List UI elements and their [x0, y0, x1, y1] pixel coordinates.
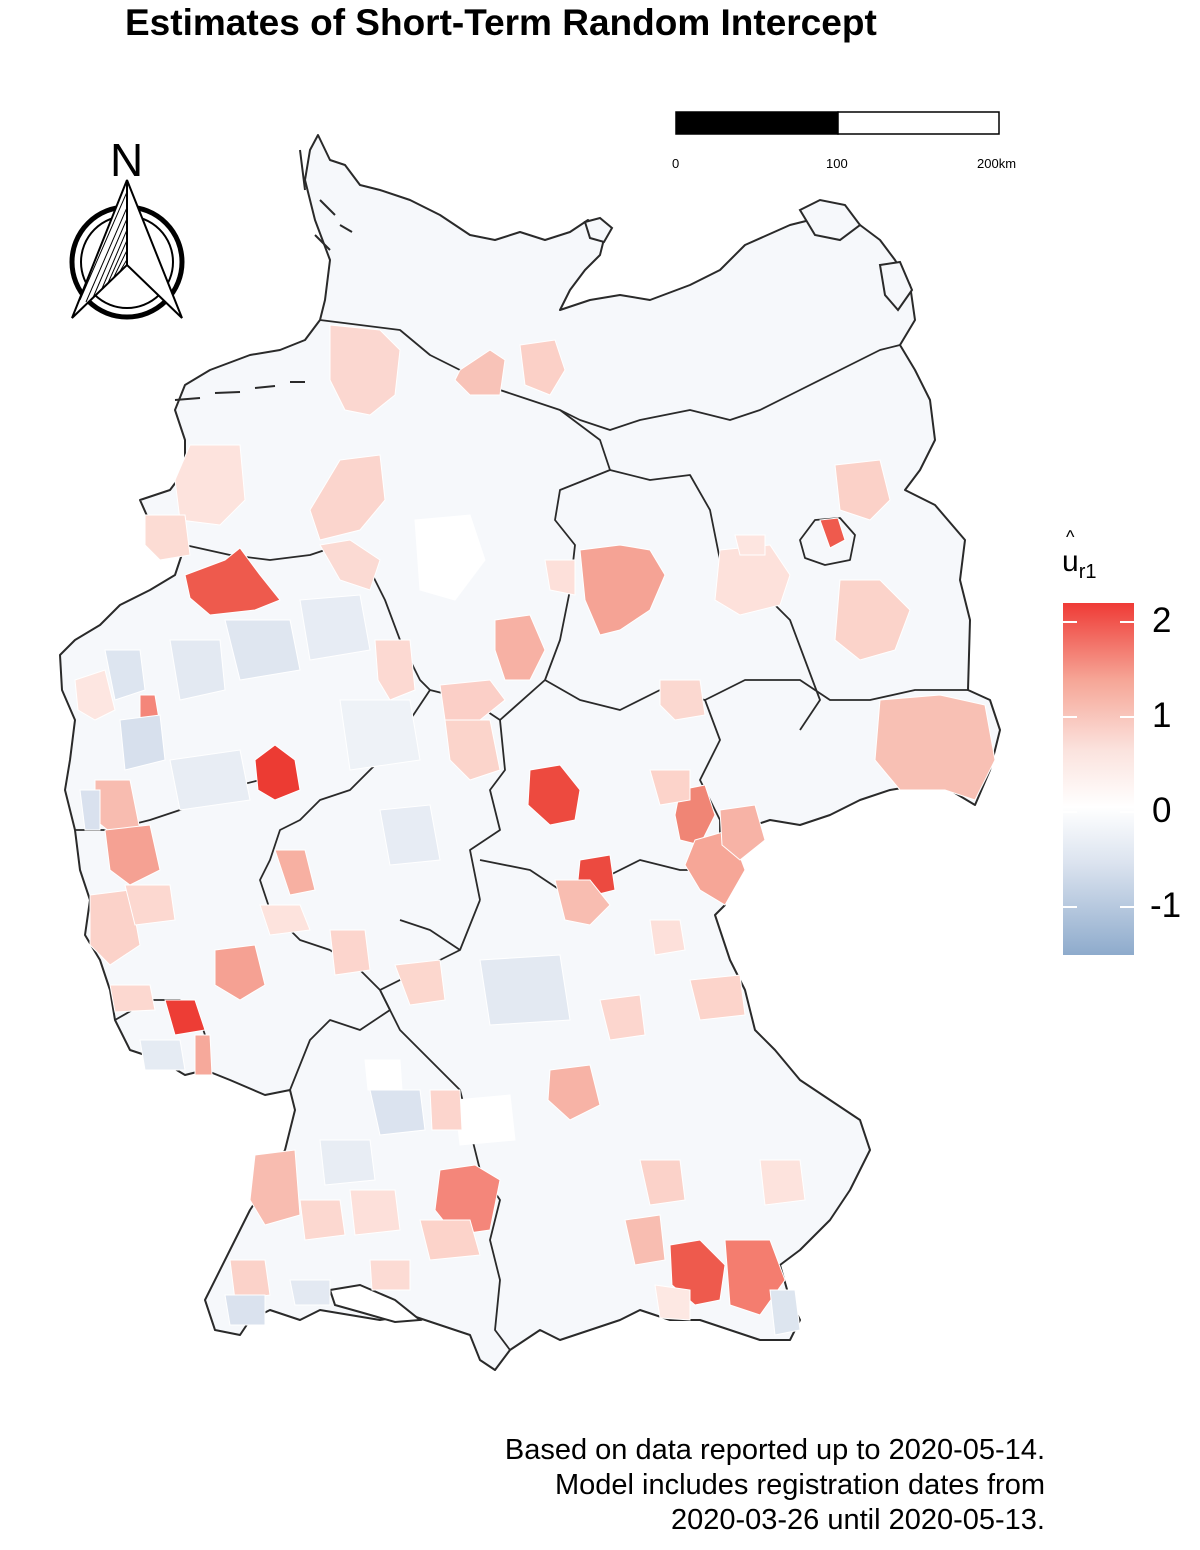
legend-colorbar: [1063, 603, 1134, 955]
fehmarn-island: [583, 216, 614, 244]
legend-tick-label: 2: [1152, 601, 1172, 641]
legend-tick-label: 1: [1152, 696, 1172, 736]
lake-constance: [328, 1283, 423, 1324]
scale-label-0: 0: [672, 156, 680, 171]
legend-tick-mark: [1120, 811, 1134, 814]
north-arrow-label: N: [110, 134, 144, 186]
legend-tick-label: 0: [1152, 791, 1172, 831]
map-caption: Based on data reported up to 2020-05-14.…: [505, 1433, 1045, 1538]
germany-outline: [59, 134, 1001, 1371]
legend-tick-mark: [1063, 811, 1077, 814]
caption-line-3: 2020-03-26 until 2020-05-13.: [670, 1504, 1045, 1536]
scale-label-200km: 200km: [977, 156, 1017, 171]
ruegen-island: [798, 198, 862, 242]
legend-tick-label: -1: [1150, 886, 1182, 926]
north-frisian-islands: [299, 149, 353, 251]
frisian-islands: [174, 381, 305, 401]
district-fills: [74, 324, 996, 1336]
legend-tick-mark: [1120, 906, 1134, 909]
legend-title-subscript: r1: [1078, 561, 1097, 583]
scale-label-100: 100: [826, 156, 848, 171]
scale-bar: [675, 111, 1000, 135]
north-arrow-icon: [69, 179, 185, 320]
usedom-island: [878, 260, 914, 312]
legend-tick-mark: [1063, 716, 1077, 719]
legend-tick-mark: [1063, 906, 1077, 909]
legend-title: ^ ur1: [1062, 527, 1097, 584]
caption-line-1: Based on data reported up to 2020-05-14.: [504, 1434, 1045, 1466]
legend-tick-mark: [1063, 621, 1077, 624]
legend-tick-mark: [1120, 621, 1134, 624]
caption-line-2: Model includes registration dates from: [554, 1469, 1045, 1501]
legend-title-symbol: u: [1062, 545, 1079, 578]
legend-title-accent: ^: [1066, 527, 1075, 547]
map-title: Estimates of Short-Term Random Intercept: [125, 2, 877, 43]
legend-tick-mark: [1120, 716, 1134, 719]
